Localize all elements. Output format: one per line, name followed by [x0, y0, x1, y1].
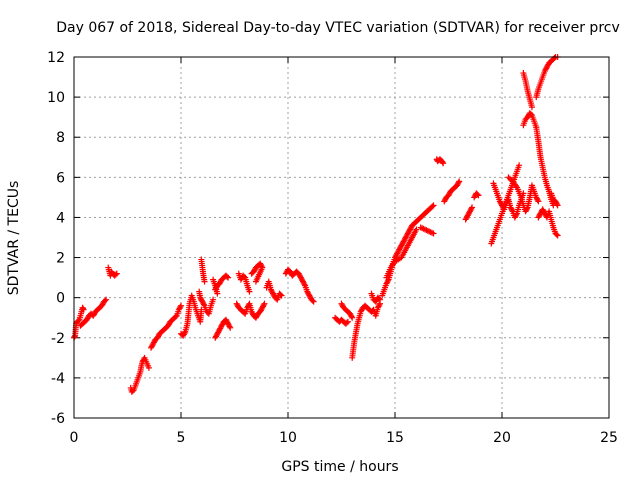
data-point [103, 296, 110, 303]
y-tick-label: 2 [56, 251, 65, 267]
data-point [377, 296, 384, 303]
data-point [178, 302, 184, 309]
data-point [226, 323, 233, 330]
x-tick-label: 5 [177, 430, 186, 446]
data-point [349, 314, 356, 321]
data-point [224, 273, 231, 280]
x-tick-label: 25 [600, 430, 618, 446]
data-point [551, 55, 558, 62]
x-tick-label: 20 [493, 430, 511, 446]
data-point [440, 160, 447, 167]
data-point [278, 292, 285, 299]
data-point [214, 290, 221, 297]
data-point [553, 231, 560, 238]
data-point [528, 104, 535, 111]
data-point [516, 162, 523, 169]
data-point [430, 202, 437, 209]
data-point [112, 271, 119, 278]
data-point [429, 203, 436, 210]
data-point [310, 298, 317, 305]
data-point [261, 300, 268, 307]
data-point [252, 278, 259, 285]
data-point [343, 319, 350, 326]
data-point [80, 306, 87, 313]
data-point [172, 313, 179, 320]
data-point [200, 301, 207, 308]
data-point [113, 270, 120, 277]
data-point [201, 278, 208, 285]
y-tick-label: -4 [51, 371, 65, 387]
data-point [455, 179, 462, 186]
data-point [210, 296, 217, 303]
y-tick-label: 4 [56, 210, 65, 226]
data-point [301, 281, 308, 288]
data-point [554, 232, 561, 239]
plot-frame [73, 56, 610, 419]
y-tick-label: 6 [56, 170, 65, 186]
data-point [413, 226, 420, 233]
data-point [376, 302, 383, 309]
grid [74, 57, 609, 418]
data-point [277, 291, 284, 298]
data-point [554, 202, 561, 209]
data-point [241, 273, 248, 280]
data-point [177, 304, 184, 311]
data-point [75, 317, 82, 324]
data-point [475, 192, 482, 199]
data-point [181, 330, 188, 337]
y-tick-label: -6 [51, 411, 65, 427]
x-axis-label: GPS time / hours [281, 459, 398, 475]
data-point [309, 297, 316, 304]
data-point [260, 302, 267, 309]
data-point [535, 198, 542, 205]
data-point [508, 207, 515, 214]
data-point [430, 230, 437, 237]
y-tick-label: 0 [56, 291, 65, 307]
x-tick-label: 0 [70, 430, 79, 446]
data-point [348, 313, 355, 320]
y-tick-label: -2 [51, 331, 65, 347]
data-points [71, 54, 561, 395]
y-tick-label: 8 [56, 130, 65, 146]
data-point [553, 201, 560, 208]
data-point [145, 364, 152, 371]
y-axis-label: SDTVAR / TECUs [6, 181, 22, 296]
data-point [527, 111, 534, 118]
data-point [513, 211, 520, 218]
data-point [225, 274, 232, 281]
chart-title: Day 067 of 2018, Sidereal Day-to-day VTE… [56, 20, 620, 36]
data-point [468, 205, 475, 212]
y-tick-label: 10 [47, 90, 65, 106]
data-point [469, 204, 476, 211]
x-tick-label: 15 [386, 430, 404, 446]
data-point [375, 295, 382, 302]
data-point [344, 318, 351, 325]
data-point [474, 191, 481, 198]
data-point [456, 178, 463, 185]
data-point [523, 205, 530, 212]
y-tick-label: 12 [47, 50, 65, 66]
data-point [102, 297, 109, 304]
data-point [384, 277, 391, 284]
data-point [534, 197, 541, 204]
data-point [129, 387, 136, 394]
data-point [246, 288, 253, 295]
data-point [227, 324, 234, 331]
x-tick-label: 10 [279, 430, 297, 446]
